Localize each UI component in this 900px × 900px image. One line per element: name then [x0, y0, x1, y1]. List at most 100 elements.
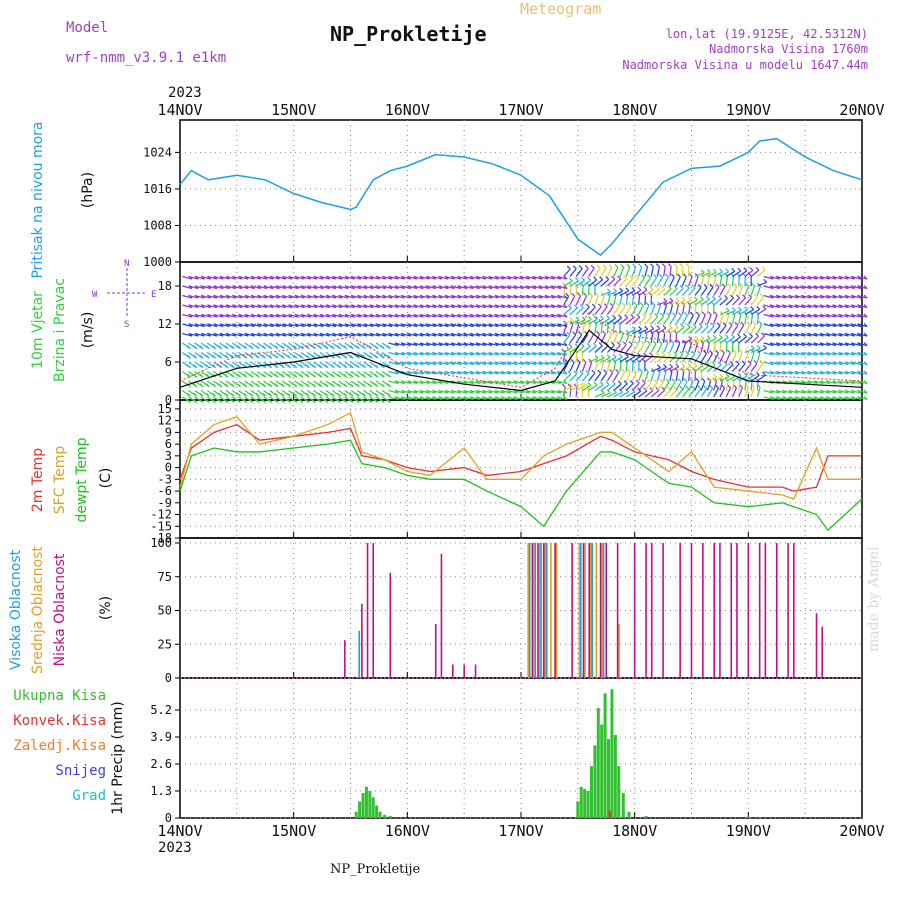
- wind-barb: [782, 285, 793, 290]
- wind-barb: [700, 314, 706, 325]
- wind-barb: [851, 285, 862, 290]
- wind-barb: [631, 361, 634, 372]
- wind-barb: [700, 342, 704, 353]
- wind-barb: [763, 323, 774, 328]
- wind-barb: [457, 361, 468, 366]
- wind-barb-head: [563, 313, 568, 318]
- wind-barb-head: [711, 361, 716, 366]
- wind-barb-head: [380, 392, 385, 397]
- wind-barb: [663, 371, 667, 382]
- wind-barb: [644, 266, 649, 277]
- wind-barb: [688, 299, 698, 306]
- wind-barb-head: [685, 284, 690, 289]
- wind-barb: [432, 380, 443, 385]
- ytick-label-temperature: -18: [150, 531, 172, 545]
- wind-barb-head: [337, 345, 341, 350]
- wind-barb: [538, 313, 549, 318]
- wind-barb-head: [594, 354, 599, 359]
- wind-barb: [851, 313, 862, 318]
- wind-barb: [432, 275, 443, 280]
- wind-barb: [494, 285, 505, 290]
- wind-barb: [444, 361, 455, 366]
- wind-barb-head: [274, 345, 279, 350]
- wind-barb: [550, 323, 561, 328]
- wind-barb: [475, 323, 486, 328]
- wind-barb: [463, 323, 474, 328]
- wind-barb: [719, 298, 728, 306]
- wind-barb: [700, 388, 708, 398]
- wind-barb: [607, 356, 617, 363]
- wind-barb-head: [324, 383, 329, 388]
- wind-barb-head: [299, 373, 304, 378]
- wind-barb: [719, 325, 727, 334]
- wind-barb: [682, 326, 691, 334]
- wind-barb: [269, 304, 280, 309]
- wind-barb-head: [649, 352, 654, 357]
- wind-barb: [769, 332, 780, 337]
- wind-barb: [681, 371, 685, 382]
- wind-barb: [332, 294, 343, 299]
- wind-barb: [782, 361, 793, 366]
- wind-barb-head: [705, 361, 710, 366]
- wind-barb: [544, 370, 555, 375]
- wind-barb: [225, 332, 236, 337]
- precip-bar: [371, 797, 375, 818]
- wind-barb-head: [611, 275, 616, 280]
- wind-barb: [463, 370, 474, 375]
- wind-barb: [688, 353, 696, 363]
- wind-barb: [631, 371, 637, 382]
- wind-barb: [563, 334, 571, 344]
- wind-barb: [819, 380, 830, 385]
- wind-barb-head: [665, 378, 670, 383]
- wind-barb: [650, 288, 660, 296]
- wind-barb: [663, 343, 669, 353]
- wind-barb: [407, 285, 418, 290]
- wind-barb: [282, 313, 293, 318]
- wind-barb: [444, 323, 455, 328]
- wind-barb: [300, 313, 311, 318]
- wind-barb-head: [576, 358, 581, 363]
- wind-barb: [738, 324, 745, 334]
- wind-barb: [263, 275, 274, 280]
- wind-barb-head: [293, 383, 298, 388]
- wind-barb-head: [641, 274, 646, 279]
- wind-barb: [756, 285, 762, 296]
- wind-barb-head: [666, 312, 671, 317]
- wind-barb: [519, 361, 530, 366]
- wind-barb-head: [575, 316, 580, 321]
- wind-barb: [776, 351, 786, 356]
- wind-barb-head: [701, 377, 706, 382]
- ytick-label-precipitation: 3.9: [150, 730, 172, 744]
- wind-barb: [782, 304, 793, 309]
- wind-barb: [457, 275, 468, 280]
- wind-barb: [807, 294, 818, 299]
- wind-barb-head: [729, 360, 734, 365]
- wind-barb: [519, 380, 530, 385]
- wind-barb: [382, 323, 393, 328]
- wind-barb: [313, 313, 324, 318]
- wind-barb: [669, 300, 680, 306]
- wind-barb-head: [749, 372, 754, 376]
- wind-barb: [388, 294, 399, 299]
- wind-barb: [675, 388, 684, 398]
- wind-barb: [600, 372, 608, 382]
- wind-barb-head: [355, 383, 360, 388]
- wind-barb: [844, 380, 855, 385]
- wind-barb: [625, 266, 631, 277]
- wind-barb-head: [741, 360, 746, 365]
- wind-barb: [207, 313, 218, 318]
- wind-barb: [344, 285, 355, 290]
- wind-barb: [457, 313, 468, 318]
- wind-barb: [419, 332, 430, 337]
- wind-barb: [719, 352, 725, 363]
- wind-barb: [638, 305, 644, 315]
- wind-barb: [519, 275, 530, 280]
- wind-barb-head: [863, 389, 868, 394]
- wind-barb: [338, 313, 349, 318]
- wind-barb-head: [627, 302, 632, 307]
- wind-barb-head: [581, 277, 585, 281]
- wind-barb-head: [762, 305, 767, 310]
- wind-barb: [388, 389, 399, 394]
- wind-barb: [450, 323, 461, 328]
- wind-barb-head: [368, 383, 373, 388]
